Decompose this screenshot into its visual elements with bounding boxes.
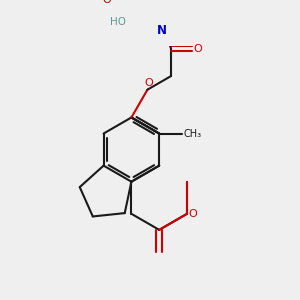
Text: N: N	[157, 24, 167, 37]
Polygon shape	[128, 0, 152, 6]
Text: O: O	[144, 78, 153, 88]
Text: HO: HO	[110, 17, 126, 27]
Text: O: O	[189, 209, 197, 219]
Text: O: O	[194, 44, 203, 54]
Text: O: O	[103, 0, 111, 5]
Text: CH₃: CH₃	[183, 128, 202, 139]
